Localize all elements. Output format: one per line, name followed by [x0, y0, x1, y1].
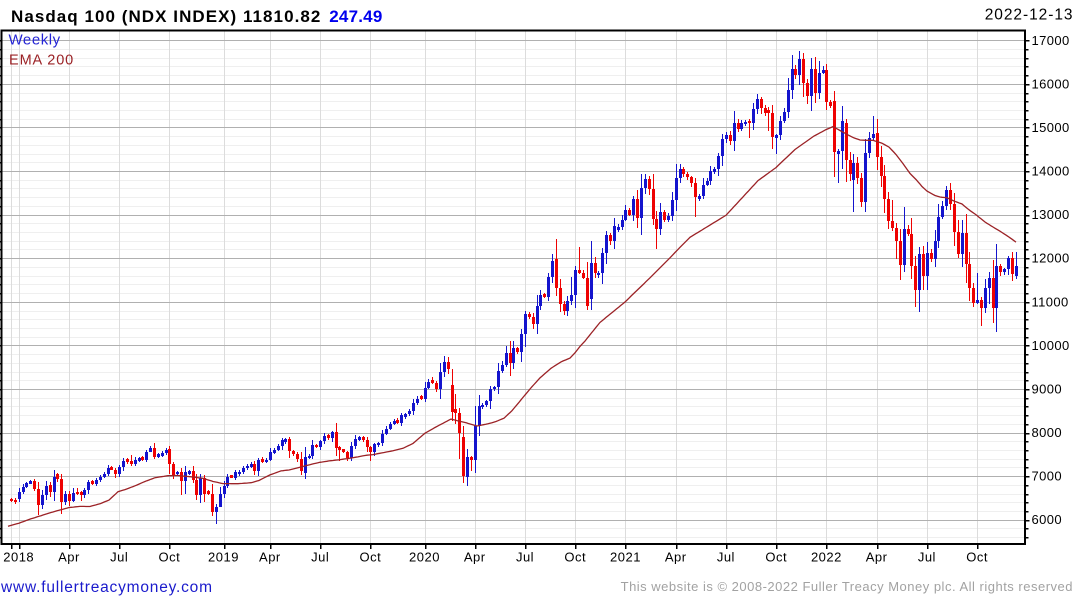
svg-text:Apr: Apr — [866, 550, 888, 565]
svg-text:2019: 2019 — [208, 550, 239, 565]
svg-text:Nasdaq 100 (NDX INDEX) 11810.8: Nasdaq 100 (NDX INDEX) 11810.82 247.49 — [11, 7, 382, 26]
svg-text:11000: 11000 — [1032, 294, 1069, 309]
svg-text:Oct: Oct — [360, 550, 382, 565]
svg-text:Jul: Jul — [918, 550, 936, 565]
svg-text:6000: 6000 — [1032, 512, 1063, 527]
svg-text:Oct: Oct — [966, 550, 988, 565]
svg-text:2022: 2022 — [811, 550, 842, 565]
svg-text:16000: 16000 — [1032, 76, 1070, 91]
svg-text:Oct: Oct — [159, 550, 181, 565]
svg-text:Jul: Jul — [110, 550, 128, 565]
svg-text:Apr: Apr — [665, 550, 687, 565]
svg-text:8000: 8000 — [1032, 425, 1063, 440]
svg-text:2018: 2018 — [3, 550, 34, 565]
svg-text:2022-12-13: 2022-12-13 — [985, 7, 1074, 24]
svg-text:This website is © 2008-2022 Fu: This website is © 2008-2022 Fuller Treac… — [621, 579, 1073, 594]
svg-text:Apr: Apr — [464, 550, 486, 565]
svg-text:Apr: Apr — [259, 550, 281, 565]
svg-text:Oct: Oct — [564, 550, 586, 565]
svg-text:Jul: Jul — [717, 550, 735, 565]
svg-text:www.fullertreacymoney.com: www.fullertreacymoney.com — [0, 579, 213, 596]
svg-text:Jul: Jul — [516, 550, 534, 565]
svg-text:Jul: Jul — [311, 550, 329, 565]
svg-text:15000: 15000 — [1032, 120, 1070, 135]
svg-text:9000: 9000 — [1032, 382, 1063, 397]
svg-text:7000: 7000 — [1032, 469, 1063, 484]
svg-text:2020: 2020 — [409, 550, 440, 565]
svg-text:2021: 2021 — [610, 550, 641, 565]
svg-text:Oct: Oct — [765, 550, 787, 565]
svg-text:Weekly: Weekly — [9, 32, 61, 49]
svg-text:12000: 12000 — [1032, 251, 1070, 266]
svg-text:EMA 200: EMA 200 — [9, 52, 74, 68]
svg-text:14000: 14000 — [1032, 164, 1070, 179]
svg-text:17000: 17000 — [1032, 33, 1070, 48]
svg-text:Apr: Apr — [58, 550, 80, 565]
svg-text:13000: 13000 — [1032, 207, 1070, 222]
svg-text:10000: 10000 — [1032, 338, 1070, 353]
